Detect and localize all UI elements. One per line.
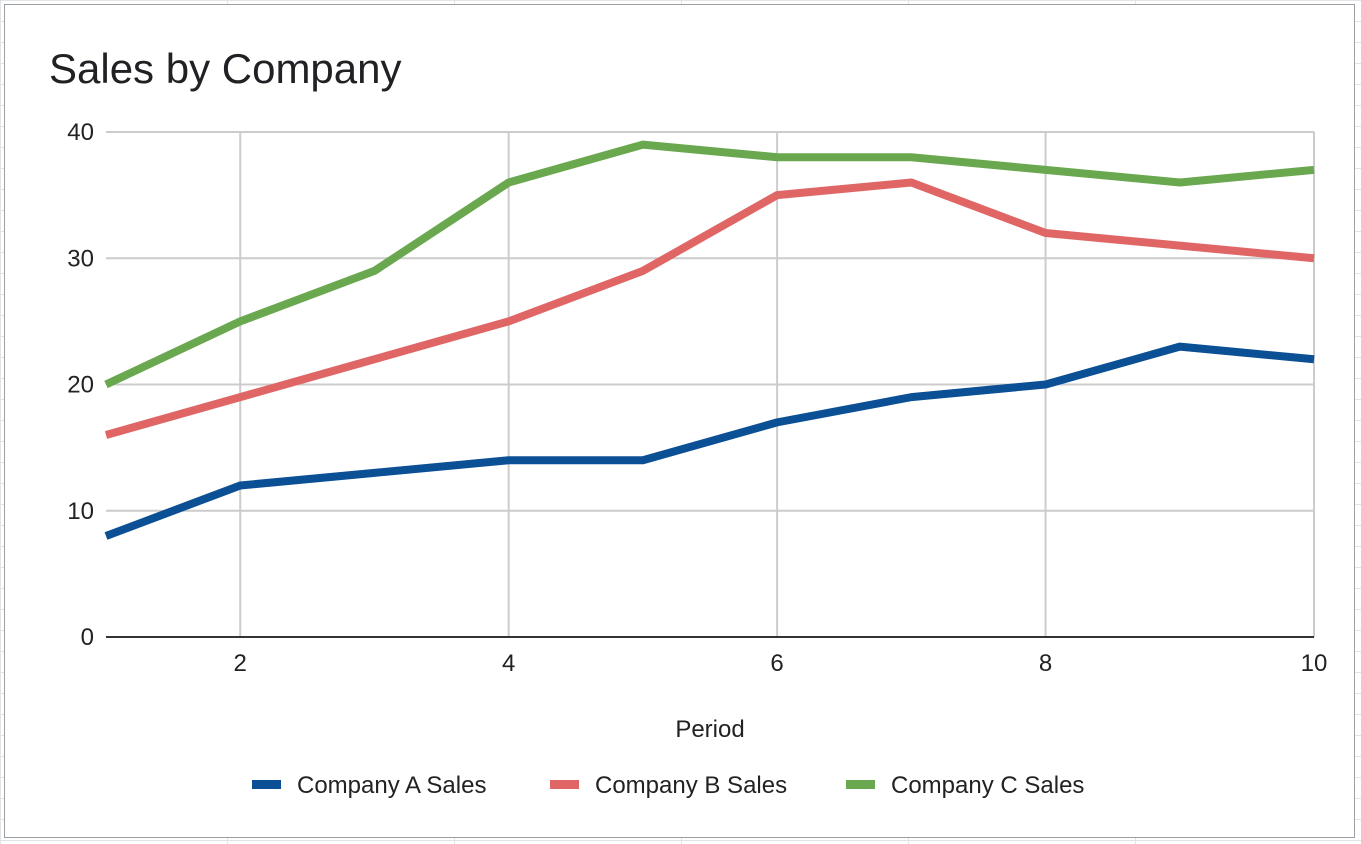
data-point <box>106 435 107 436</box>
x-tick-label: 2 <box>234 650 247 677</box>
line-chart: 0 10 20 30 40 2 4 6 8 10 Period Company A Sales Comp… <box>67 119 1328 799</box>
data-point <box>106 536 107 537</box>
y-tick-label: 10 <box>67 498 94 525</box>
series-line-1 <box>104 342 1315 540</box>
data-point <box>642 270 643 271</box>
data-point <box>374 270 375 271</box>
data-point <box>777 195 778 196</box>
legend-swatch <box>252 780 281 789</box>
data-point <box>642 144 643 145</box>
data-point <box>1314 359 1315 360</box>
chart-title: Sales by Company <box>49 45 402 92</box>
data-point <box>777 157 778 158</box>
data-point <box>240 485 241 486</box>
series-line-2 <box>104 178 1315 439</box>
data-point <box>508 460 509 461</box>
data-point <box>1045 384 1046 385</box>
y-tick-label: 0 <box>81 624 94 651</box>
data-point <box>1179 346 1180 347</box>
y-tick-label: 20 <box>67 372 94 399</box>
data-point <box>1314 258 1315 259</box>
data-point <box>374 359 375 360</box>
x-tick-label: 8 <box>1039 650 1052 677</box>
chart-container[interactable]: Sales by Company 0 10 20 30 40 2 4 6 8 10 Period Co… <box>4 4 1355 838</box>
legend-label: Company C Sales <box>891 772 1084 799</box>
data-point <box>911 157 912 158</box>
legend-label: Company B Sales <box>595 772 787 799</box>
data-point <box>508 321 509 322</box>
series-line-3 <box>104 140 1315 389</box>
data-point <box>1314 169 1315 170</box>
y-tick-label: 40 <box>67 119 94 146</box>
data-point <box>240 397 241 398</box>
data-point <box>1179 182 1180 183</box>
data-point <box>777 422 778 423</box>
legend-swatch <box>846 780 875 789</box>
data-point <box>508 182 509 183</box>
data-point <box>1179 245 1180 246</box>
data-point <box>374 472 375 473</box>
data-point <box>240 321 241 322</box>
data-point <box>911 182 912 183</box>
legend-label: Company A Sales <box>297 772 486 799</box>
data-point <box>642 460 643 461</box>
legend-swatch <box>550 780 579 789</box>
data-point <box>911 397 912 398</box>
x-axis-label: Period <box>675 716 744 743</box>
data-point <box>106 384 107 385</box>
x-tick-label: 6 <box>770 650 783 677</box>
x-tick-label: 4 <box>502 650 515 677</box>
data-point <box>1045 169 1046 170</box>
data-point <box>1045 233 1046 234</box>
y-tick-label: 30 <box>67 245 94 272</box>
x-tick-label: 10 <box>1301 650 1328 677</box>
